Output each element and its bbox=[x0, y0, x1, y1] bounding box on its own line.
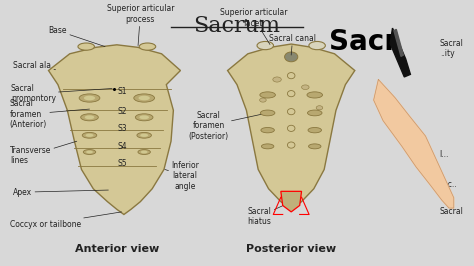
Ellipse shape bbox=[257, 41, 273, 50]
Ellipse shape bbox=[308, 127, 321, 133]
Ellipse shape bbox=[287, 125, 295, 131]
Ellipse shape bbox=[307, 92, 322, 98]
Polygon shape bbox=[281, 191, 301, 212]
Text: Sacral: Sacral bbox=[439, 207, 464, 217]
Text: Sacral canal: Sacral canal bbox=[269, 34, 316, 55]
Ellipse shape bbox=[260, 98, 266, 102]
Text: Anterior view: Anterior view bbox=[75, 244, 159, 254]
Text: Posterior view: Posterior view bbox=[246, 244, 336, 254]
Text: Sacral
hiatus: Sacral hiatus bbox=[248, 203, 289, 226]
Ellipse shape bbox=[287, 109, 295, 115]
Ellipse shape bbox=[82, 132, 97, 138]
Text: Base: Base bbox=[49, 26, 105, 47]
Ellipse shape bbox=[260, 92, 275, 98]
Ellipse shape bbox=[284, 52, 298, 62]
Text: Sacral
promontory: Sacral promontory bbox=[11, 84, 112, 103]
Text: sac..: sac.. bbox=[439, 180, 457, 189]
Ellipse shape bbox=[134, 94, 155, 102]
Ellipse shape bbox=[260, 110, 275, 116]
Text: I...: I... bbox=[439, 149, 449, 159]
Polygon shape bbox=[228, 44, 355, 209]
Text: Sacrum: Sacrum bbox=[193, 15, 281, 37]
Text: S4: S4 bbox=[118, 142, 128, 151]
Ellipse shape bbox=[261, 144, 274, 149]
Polygon shape bbox=[394, 29, 403, 56]
Ellipse shape bbox=[137, 132, 151, 138]
Text: Apex: Apex bbox=[13, 188, 109, 197]
Ellipse shape bbox=[85, 115, 94, 119]
Text: Superior articular
process: Superior articular process bbox=[107, 4, 174, 45]
Ellipse shape bbox=[79, 94, 100, 102]
Text: Superior articular
facet: Superior articular facet bbox=[220, 8, 287, 44]
Ellipse shape bbox=[287, 90, 295, 97]
Ellipse shape bbox=[287, 142, 295, 148]
Ellipse shape bbox=[261, 127, 274, 133]
Ellipse shape bbox=[85, 134, 93, 137]
Text: Sacral
..ity: Sacral ..ity bbox=[439, 39, 464, 58]
Ellipse shape bbox=[78, 43, 94, 50]
Text: Coccyx or tailbone: Coccyx or tailbone bbox=[10, 212, 121, 228]
Ellipse shape bbox=[86, 151, 93, 153]
Ellipse shape bbox=[83, 149, 96, 155]
Text: Sacr: Sacr bbox=[329, 28, 398, 56]
Ellipse shape bbox=[138, 149, 150, 155]
Ellipse shape bbox=[287, 73, 295, 79]
Text: Transverse
lines: Transverse lines bbox=[10, 141, 77, 165]
Text: Sacral ala: Sacral ala bbox=[13, 61, 55, 70]
Text: S1: S1 bbox=[118, 87, 127, 96]
Text: S5: S5 bbox=[118, 159, 128, 168]
Text: S3: S3 bbox=[118, 124, 128, 133]
Ellipse shape bbox=[138, 96, 150, 100]
Text: Sacral
foramen
(Posterior): Sacral foramen (Posterior) bbox=[189, 111, 268, 141]
Polygon shape bbox=[374, 80, 454, 208]
Ellipse shape bbox=[309, 41, 325, 50]
Ellipse shape bbox=[273, 77, 281, 82]
Polygon shape bbox=[390, 28, 410, 77]
Ellipse shape bbox=[139, 43, 156, 50]
Text: S2: S2 bbox=[118, 107, 127, 116]
Ellipse shape bbox=[308, 110, 322, 116]
Text: Inferior
lateral
angle: Inferior lateral angle bbox=[165, 161, 199, 191]
Ellipse shape bbox=[81, 114, 98, 121]
Ellipse shape bbox=[136, 114, 153, 121]
Ellipse shape bbox=[84, 96, 95, 100]
Ellipse shape bbox=[139, 115, 149, 119]
Ellipse shape bbox=[309, 144, 321, 149]
Ellipse shape bbox=[316, 106, 323, 110]
Ellipse shape bbox=[301, 85, 309, 90]
Ellipse shape bbox=[140, 134, 148, 137]
Text: Sacral
foramen
(Anterior): Sacral foramen (Anterior) bbox=[10, 99, 90, 129]
Polygon shape bbox=[48, 45, 181, 214]
Ellipse shape bbox=[141, 151, 147, 153]
